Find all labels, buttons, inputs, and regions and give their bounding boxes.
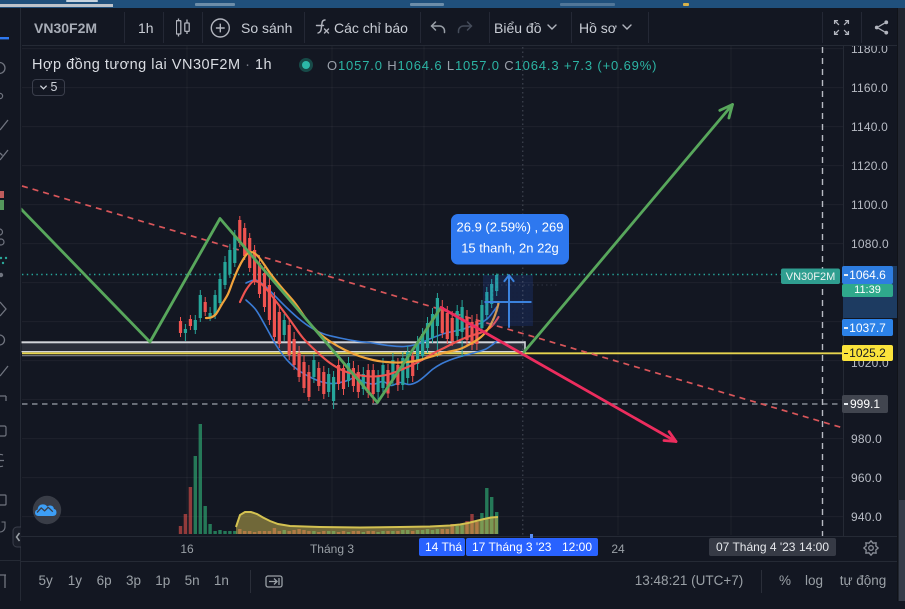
svg-text:26.9 (2.59%) , 269: 26.9 (2.59%) , 269	[457, 220, 564, 235]
svg-text:15 thanh, 2n 22g: 15 thanh, 2n 22g	[461, 241, 559, 256]
svg-text:VN30F2M: VN30F2M	[786, 271, 836, 283]
